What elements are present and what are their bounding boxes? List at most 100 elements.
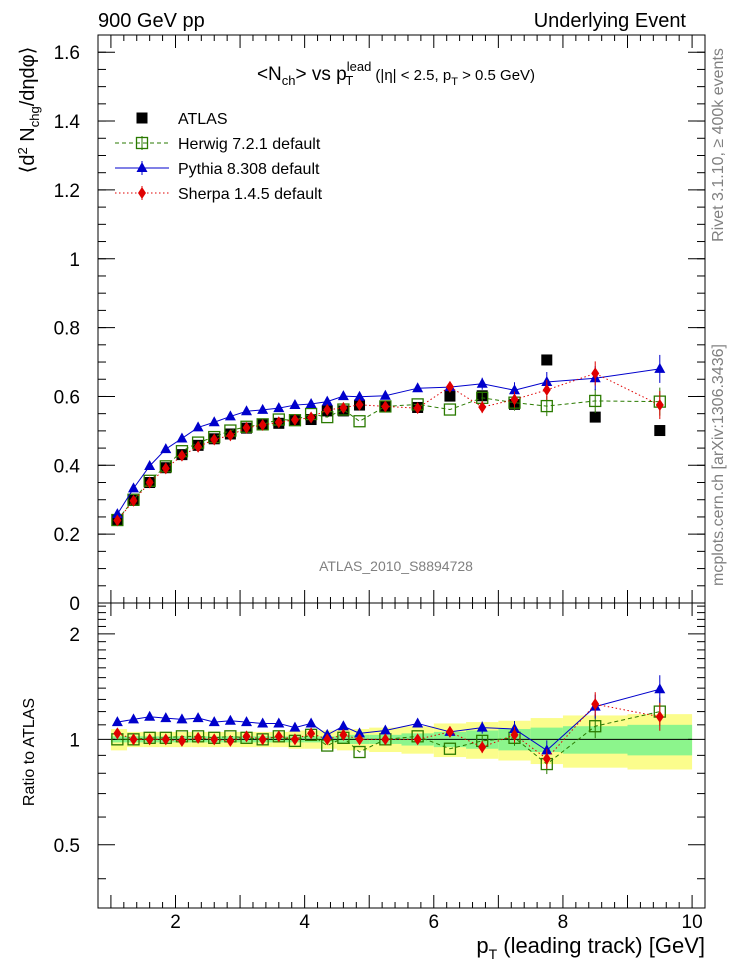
pythia-point (224, 410, 236, 421)
pythia-point (654, 683, 666, 694)
main-axes: 0 0.2 0.4 0.6 0.8 1 1.2 1.4 1.6 (54, 34, 706, 615)
sherpa-point (177, 734, 186, 747)
header-left: 900 GeV pp (98, 10, 205, 32)
pythia-point (412, 717, 424, 728)
sherpa-point (194, 731, 203, 744)
sherpa-point (242, 730, 251, 743)
sherpa-point (355, 733, 364, 746)
pythia-point (305, 398, 317, 409)
pythia-point (476, 377, 488, 388)
legend-marker-herwig (135, 136, 149, 150)
sherpa-point (323, 733, 332, 746)
sherpa-point (307, 411, 316, 424)
sherpa-point (542, 383, 551, 396)
sherpa-point (542, 752, 551, 765)
pythia-point (654, 362, 666, 373)
rivet-label: Rivet 3.1.10, ≥ 400k events (710, 48, 727, 242)
herwig-point (443, 742, 457, 755)
sherpa-point (655, 710, 664, 723)
sherpa-point (381, 400, 390, 413)
pythia-point (305, 717, 317, 728)
atlas-point (444, 390, 456, 402)
sherpa-point (510, 393, 519, 406)
sherpa-line (117, 703, 660, 760)
x-tick-label: 6 (428, 912, 439, 933)
sherpa-line (116, 372, 661, 521)
y-tick-label: 0.8 (54, 319, 80, 340)
sherpa-point (129, 733, 138, 746)
pythia-point (241, 405, 253, 416)
sherpa-point (510, 728, 519, 741)
sherpa-point (258, 733, 267, 746)
sherpa-point (274, 730, 283, 743)
herwig-point (353, 745, 366, 759)
atlas-point (589, 411, 601, 423)
pythia-point (321, 395, 333, 406)
atlas-point (541, 354, 553, 366)
sherpa-point (161, 462, 170, 475)
sherpa-point (445, 380, 454, 393)
sherpa-point (339, 401, 348, 414)
sherpa-point (242, 421, 251, 434)
y-tick-label: 1.4 (54, 112, 81, 133)
atlas-point (654, 425, 666, 437)
header-right: Underlying Event (534, 10, 687, 32)
y-tick-label: 0.6 (54, 387, 80, 408)
pythia-point (257, 403, 269, 414)
ratio-axes: 0.5 1 2 2 4 6 8 10 (54, 602, 706, 933)
y-tick-label: 1 (69, 730, 80, 751)
y-tick-label: 0.4 (54, 456, 81, 477)
sherpa-point (381, 733, 390, 746)
pythia-point (354, 727, 366, 738)
pythia-point (144, 710, 156, 721)
pythia-point (144, 459, 156, 470)
pythia-point (111, 508, 123, 519)
pythia-point (160, 712, 172, 723)
sherpa-point (113, 727, 122, 740)
main-ylabel: ⟨d2 Nchg/dηdφ⟩ (15, 47, 42, 174)
sherpa-point (413, 733, 422, 746)
sherpa-point (210, 733, 219, 746)
sherpa-point (161, 733, 170, 746)
source-label: mcplots.cern.ch [arXiv:1306.3436] (710, 344, 727, 586)
pythia-point (273, 402, 285, 413)
legend-label-herwig: Herwig 7.2.1 default (178, 136, 321, 153)
pythia-point (160, 443, 172, 454)
pythia-point (354, 390, 366, 401)
main-plot: 0 0.2 0.4 0.6 0.8 1 1.2 1.4 1.6 ATLAS_2010_S8894… (15, 34, 706, 615)
sherpa-point (413, 402, 422, 415)
herwig-point (589, 720, 602, 733)
sherpa-point (323, 403, 332, 416)
ratio-ylabel: Ratio to ATLAS (21, 698, 38, 806)
pythia-point (192, 712, 204, 723)
pythia-point (379, 724, 391, 735)
pythia-point (208, 416, 220, 427)
y-tick-label: 1 (69, 250, 80, 271)
sherpa-point (591, 698, 600, 711)
y-tick-label: 0.2 (54, 525, 80, 546)
legend-marker-sherpa (138, 187, 146, 199)
legend: ATLAS Herwig 7.2.1 default Pythia 8.308 de… (115, 111, 323, 203)
y-tick-label: 0 (69, 594, 80, 615)
x-tick-label: 2 (170, 912, 181, 933)
pythia-point (509, 384, 521, 395)
sherpa-point (445, 725, 454, 738)
herwig-point (540, 399, 553, 413)
herwig-line (116, 397, 660, 521)
y-tick-label: 2 (69, 625, 80, 646)
watermark: ATLAS_2010_S8894728 (319, 558, 473, 574)
sherpa-point (258, 419, 267, 432)
pythia-point (176, 713, 188, 724)
sherpa-point (177, 449, 186, 462)
sherpa-point (355, 398, 364, 411)
herwig-point (589, 394, 602, 408)
pythia-point (111, 716, 123, 727)
pythia-point (337, 390, 349, 401)
sherpa-point (226, 429, 235, 442)
pythia-point (192, 421, 204, 432)
pythia-point (224, 714, 236, 725)
pythia-point (128, 713, 140, 724)
pythia-point (128, 482, 140, 493)
herwig-point (443, 403, 457, 416)
sherpa-point (307, 727, 316, 740)
